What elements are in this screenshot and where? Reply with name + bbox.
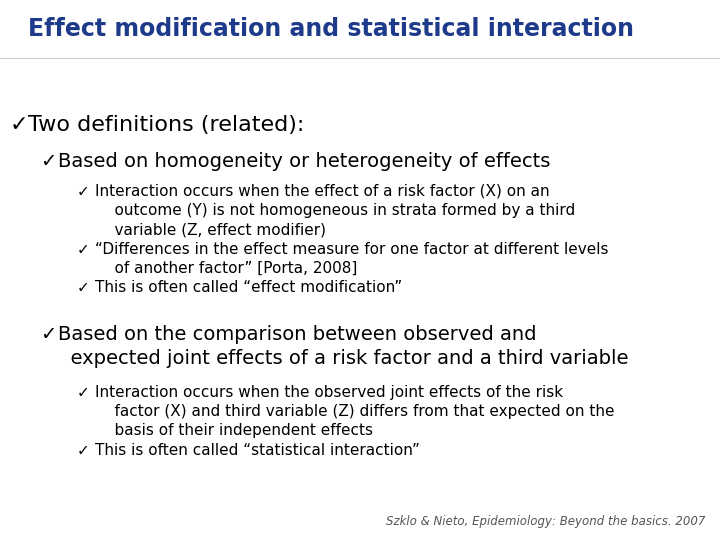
Text: Effect modification and statistical interaction: Effect modification and statistical inte…	[28, 17, 634, 41]
Text: “Differences in the effect measure for one factor at different levels
    of ano: “Differences in the effect measure for o…	[95, 242, 608, 276]
Text: ✓: ✓	[10, 115, 29, 135]
Text: Two definitions (related):: Two definitions (related):	[28, 115, 305, 135]
Text: ✓: ✓	[40, 325, 56, 344]
Text: This is often called “effect modification”: This is often called “effect modificatio…	[95, 280, 402, 295]
Text: ✓: ✓	[77, 184, 90, 199]
Text: ✓: ✓	[77, 443, 90, 458]
Bar	[0, 0, 720, 58]
Text: ✓: ✓	[77, 280, 90, 295]
Text: ✓: ✓	[77, 242, 90, 257]
Text: Interaction occurs when the effect of a risk factor (X) on an
    outcome (Y) is: Interaction occurs when the effect of a …	[95, 184, 575, 238]
Text: ✓: ✓	[77, 385, 90, 400]
Text: Based on the comparison between observed and
  expected joint effects of a risk : Based on the comparison between observed…	[58, 325, 629, 368]
Text: Interaction occurs when the observed joint effects of the risk
    factor (X) an: Interaction occurs when the observed joi…	[95, 385, 614, 438]
Text: Szklo & Nieto, Epidemiology: Beyond the basics. 2007: Szklo & Nieto, Epidemiology: Beyond the …	[386, 515, 705, 528]
Text: This is often called “statistical interaction”: This is often called “statistical intera…	[95, 443, 420, 458]
Text: ✓: ✓	[40, 152, 56, 171]
Text: Based on homogeneity or heterogeneity of effects: Based on homogeneity or heterogeneity of…	[58, 152, 550, 171]
